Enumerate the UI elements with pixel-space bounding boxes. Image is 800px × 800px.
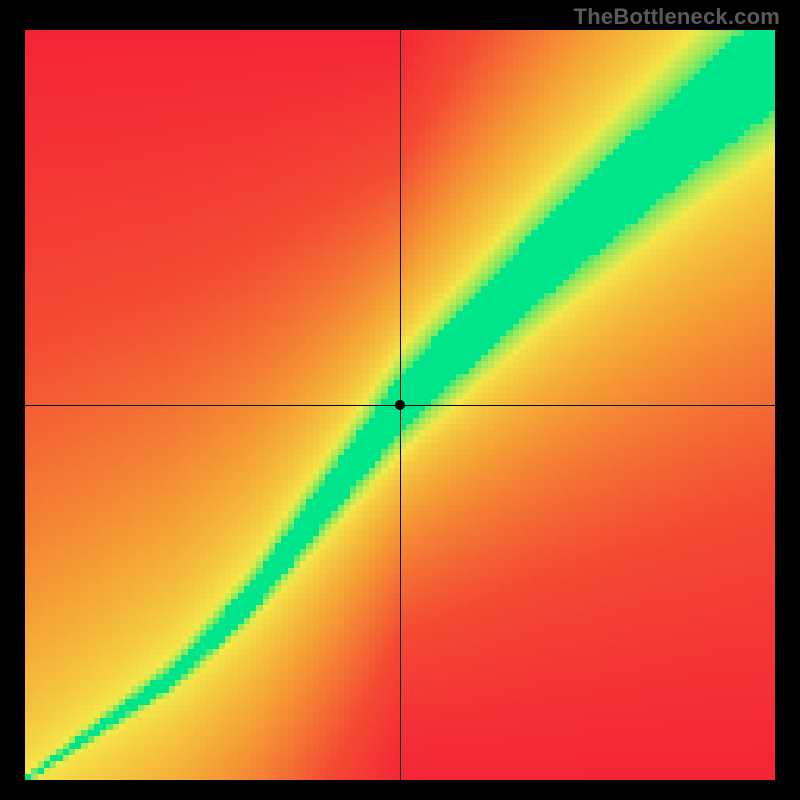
heatmap-canvas (25, 30, 775, 780)
plot-area (25, 30, 775, 780)
chart-container: TheBottleneck.com (0, 0, 800, 800)
watermark-text: TheBottleneck.com (574, 4, 780, 30)
